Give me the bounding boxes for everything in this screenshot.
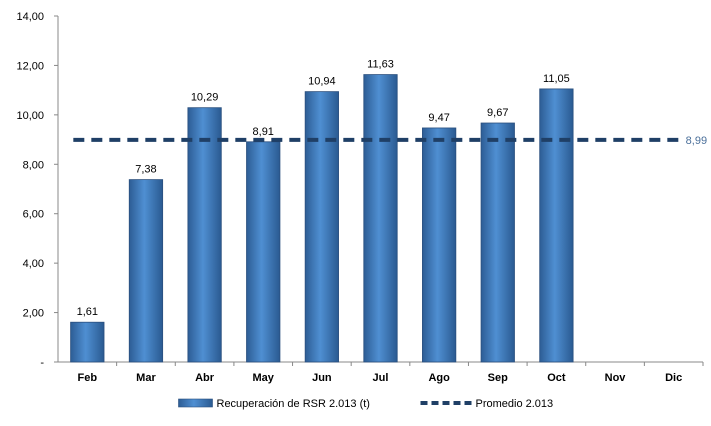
x-tick-label: Jul (373, 372, 389, 384)
y-tick-label: 6,00 (23, 209, 44, 221)
legend: Recuperación de RSR 2.013 (t) Promedio 2.… (178, 398, 554, 410)
data-label: 11,05 (543, 73, 570, 85)
data-label: 1,61 (77, 306, 98, 318)
data-label: 9,67 (487, 107, 508, 119)
bar (363, 74, 398, 363)
y-tick-label: 8,00 (23, 159, 44, 171)
average-label: 8,99 (686, 135, 707, 147)
axes: - 2,00 4,00 6,00 8,00 10,00 12,00 14,00 Feb Mar Ab… (16, 11, 704, 384)
x-tick-label: Oct (547, 372, 566, 384)
bar (422, 127, 457, 363)
bars-group (70, 74, 574, 363)
bar (70, 321, 105, 363)
x-tick-label: Dic (665, 372, 682, 384)
y-tick-label: 2,00 (23, 308, 44, 320)
data-label: 10,94 (308, 76, 336, 88)
x-tick-label: Abr (195, 372, 215, 384)
y-tick-label: 4,00 (23, 258, 44, 270)
y-tick-label: 14,00 (16, 11, 44, 23)
data-label: 11,63 (367, 59, 394, 71)
y-tick-label: 12,00 (16, 60, 44, 72)
bar (480, 122, 515, 363)
bar (539, 88, 574, 363)
legend-bar-swatch (178, 398, 213, 408)
x-tick-label: Ago (428, 372, 450, 384)
legend-bar-label: Recuperación de RSR 2.013 (t) (217, 398, 370, 410)
x-tick-label: Feb (78, 372, 98, 384)
data-label: 8,91 (253, 126, 274, 138)
data-label: 9,47 (428, 112, 449, 124)
data-label: 10,29 (191, 92, 219, 104)
bar (304, 91, 339, 363)
data-labels-group: 1,61 7,38 10,29 8,91 10,94 11,63 9,47 9,67 11,05… (77, 59, 707, 319)
legend-line-label: Promedio 2.013 (476, 398, 554, 410)
bar (246, 141, 281, 363)
x-tick-label: Sep (488, 372, 508, 384)
bar (128, 179, 164, 363)
y-tick-label: 10,00 (16, 110, 44, 122)
x-tick-label: Mar (136, 372, 156, 384)
bar (187, 107, 222, 363)
data-label: 7,38 (135, 164, 156, 176)
y-tick-label: - (40, 357, 44, 369)
x-tick-label: Jun (312, 372, 332, 384)
x-tick-label: May (253, 372, 275, 384)
x-tick-label: Nov (605, 372, 627, 384)
